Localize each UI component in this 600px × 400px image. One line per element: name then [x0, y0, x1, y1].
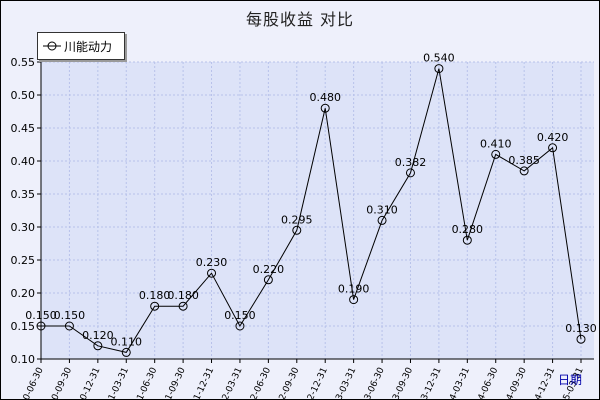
y-tick-label: 0.15 [11, 320, 36, 333]
x-tick-label: 2023-12-31 [412, 366, 443, 399]
legend-label: 川能动力 [64, 40, 113, 54]
data-label: 0.220 [253, 263, 285, 276]
data-label: 0.150 [54, 309, 86, 322]
x-tick-label: 2021-06-30 [128, 366, 159, 399]
data-point [263, 275, 273, 285]
data-label: 0.540 [423, 52, 455, 65]
data-label: 0.180 [167, 289, 199, 302]
data-label: 0.150 [224, 309, 256, 322]
x-tick-label: 2023-09-30 [384, 366, 415, 399]
x-tick-label: 2021-12-31 [185, 366, 216, 399]
x-tick-label: 2024-06-30 [469, 366, 500, 399]
data-point [207, 268, 217, 278]
data-point [178, 301, 188, 311]
x-tick-label: 2024-03-31 [441, 366, 472, 399]
data-point [405, 168, 415, 178]
data-point [121, 347, 131, 357]
x-axis-label: 日期 [558, 373, 583, 387]
y-tick-label: 0.40 [11, 155, 36, 168]
x-tick-label: 2024-09-30 [498, 366, 529, 399]
data-label: 0.280 [452, 223, 484, 236]
x-tick-label: 2021-03-31 [100, 366, 131, 399]
y-tick-label: 0.55 [11, 56, 36, 69]
data-point [349, 295, 359, 305]
data-point [150, 301, 160, 311]
data-point [377, 215, 387, 225]
data-label: 0.150 [25, 309, 57, 322]
plot-background [41, 62, 594, 359]
data-label: 0.310 [366, 203, 398, 216]
y-tick-label: 0.10 [11, 353, 36, 366]
x-tick-label: 2020-06-30 [15, 366, 46, 399]
data-label: 0.120 [82, 329, 114, 342]
y-tick-label: 0.45 [11, 122, 36, 135]
x-tick-label: 2022-09-30 [270, 366, 301, 399]
data-point [235, 321, 245, 331]
data-point [491, 149, 501, 159]
data-label: 0.180 [139, 289, 171, 302]
data-point [576, 334, 586, 344]
data-label: 0.385 [508, 154, 540, 167]
x-tick-label: 2020-12-31 [71, 366, 102, 399]
data-point [64, 321, 74, 331]
data-label: 0.420 [537, 131, 569, 144]
data-point [434, 64, 444, 74]
x-tick-label: 2022-03-31 [213, 366, 244, 399]
y-tick-label: 0.35 [11, 188, 36, 201]
data-label: 0.230 [196, 256, 228, 269]
legend-marker-icon [43, 41, 61, 51]
data-label: 0.130 [565, 322, 597, 335]
x-tick-label: 2021-09-30 [157, 366, 188, 399]
data-point [519, 166, 529, 176]
data-point [462, 235, 472, 245]
data-label: 0.110 [111, 335, 143, 348]
data-point [93, 341, 103, 351]
data-label: 0.410 [480, 137, 512, 150]
chart-title: 每股收益 对比 [245, 10, 355, 29]
data-label: 0.480 [309, 91, 341, 104]
x-tick-label: 2024-12-31 [526, 366, 557, 399]
data-point [292, 225, 302, 235]
y-tick-label: 0.50 [11, 89, 36, 102]
x-tick-label: 2023-06-30 [356, 366, 387, 399]
y-tick-label: 0.25 [11, 254, 36, 267]
data-point [36, 321, 46, 331]
data-label: 0.382 [395, 156, 427, 169]
x-tick-label: 2023-03-31 [327, 366, 358, 399]
data-label: 0.190 [338, 283, 370, 296]
y-tick-label: 0.30 [11, 221, 36, 234]
data-point [320, 103, 330, 113]
legend: 川能动力 [37, 32, 125, 60]
x-tick-label: 2022-12-31 [299, 366, 330, 399]
y-tick-label: 0.20 [11, 287, 36, 300]
series-line [41, 68, 582, 353]
data-point [548, 143, 558, 153]
data-label: 0.295 [281, 213, 313, 226]
x-tick-label: 2022-06-30 [242, 366, 273, 399]
x-tick-label: 2020-09-30 [43, 366, 74, 399]
